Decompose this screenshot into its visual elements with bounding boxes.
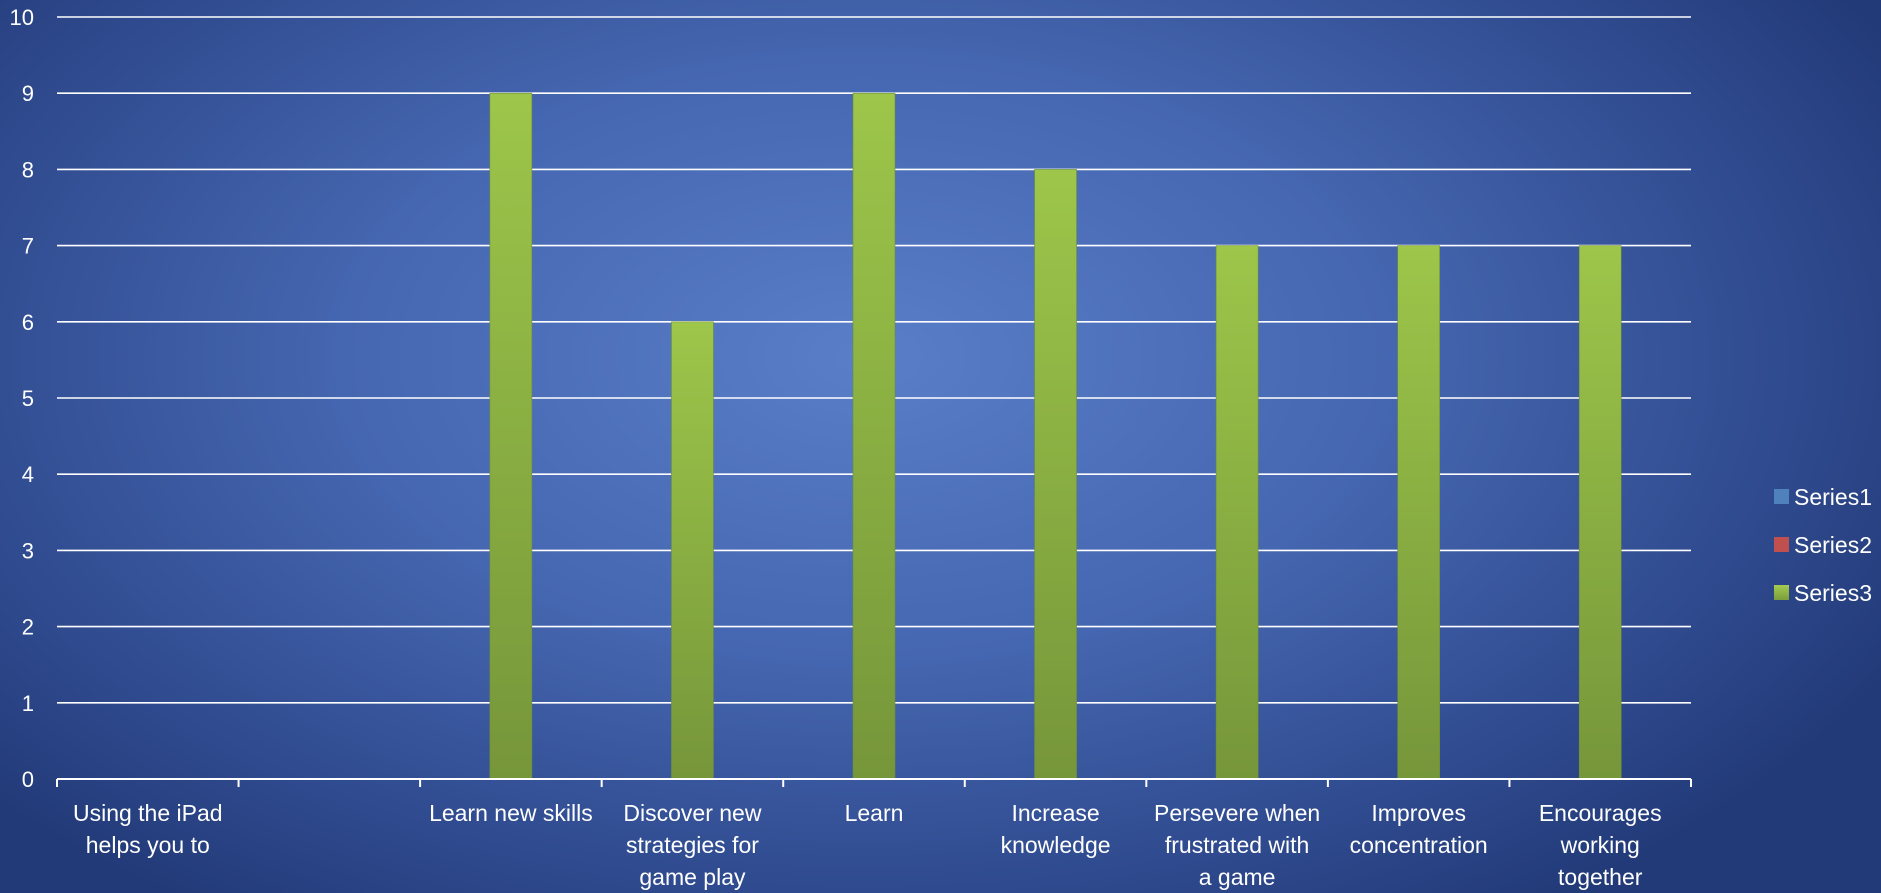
x-category-label: Learn new skills [429,800,593,826]
x-category-label: helps you to [86,832,210,858]
bar-series3 [671,321,714,780]
legend: Series1 Series2 Series3 [1774,484,1872,606]
bar-series3 [1034,169,1077,780]
x-category-label: Using the iPad [73,800,223,826]
legend-label-series1: Series1 [1794,484,1872,510]
y-tick-label: 5 [22,386,34,411]
y-tick-label: 9 [22,81,34,106]
legend-label-series3: Series3 [1794,580,1872,606]
y-axis-tick-labels: 0 1 2 3 4 5 6 7 8 9 10 [10,5,34,792]
x-category-label: game play [639,864,746,890]
x-category-label: strategies for [626,832,759,858]
bar-series3 [1397,245,1440,780]
x-category-label: together [1558,864,1643,890]
bars [489,92,1622,780]
bar-series3 [1215,245,1259,780]
bar-series3 [1578,245,1622,780]
x-category-label: Increase [1011,800,1099,826]
y-tick-label: 2 [22,615,34,640]
bar-series3 [489,92,533,780]
y-tick-label: 4 [22,462,34,487]
x-category-label: Discover new [623,800,761,826]
x-category-label: a game [1199,864,1276,890]
x-category-label: frustrated with [1165,832,1309,858]
y-tick-label: 6 [22,310,34,335]
x-category-label: concentration [1350,832,1488,858]
y-tick-label: 7 [22,234,34,259]
x-category-label: Learn [845,800,904,826]
x-category-label: Improves [1371,800,1466,826]
y-tick-label: 1 [22,691,34,716]
x-category-label: knowledge [1001,832,1111,858]
x-category-label: Encourages [1539,800,1662,826]
x-axis-category-labels: Using the iPad helps you to Learn new skil… [73,800,1662,890]
legend-swatch-series2 [1774,537,1789,552]
y-tick-label: 3 [22,538,34,563]
x-category-label: Persevere when [1154,800,1320,826]
x-axis [56,778,1692,787]
legend-label-series2: Series2 [1794,532,1872,558]
bar-series3 [852,92,896,780]
legend-swatch-series3 [1774,585,1789,600]
y-tick-label: 8 [22,157,34,182]
legend-swatch-series1 [1774,489,1789,504]
y-tick-label: 10 [10,5,34,30]
x-category-label: working [1560,832,1640,858]
y-tick-label: 0 [22,767,34,792]
